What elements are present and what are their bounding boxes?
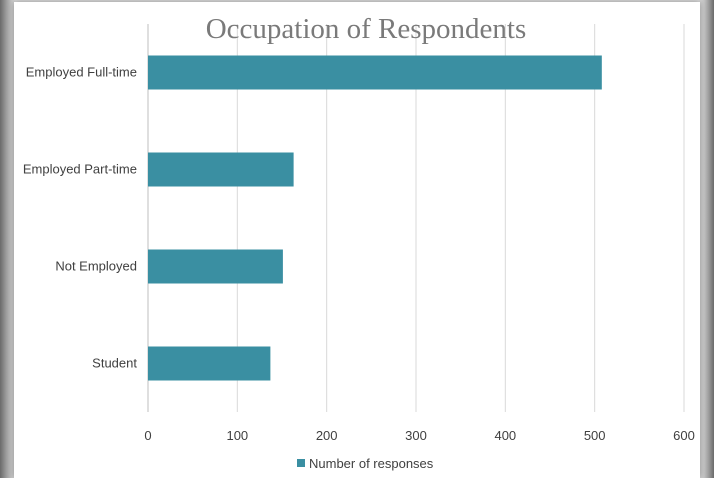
x-tick-label: 0: [144, 428, 151, 443]
x-tick-labels: 0 100 200 300 400 500 600: [144, 428, 694, 443]
chart-title: Occupation of Respondents: [206, 13, 527, 45]
x-tick-label: 400: [494, 428, 516, 443]
category-label: Student: [92, 356, 137, 371]
x-tick-label: 300: [405, 428, 427, 443]
category-label: Not Employed: [55, 259, 137, 274]
legend: Number of responses: [297, 456, 434, 471]
bar: [148, 152, 294, 187]
category-label: Employed Part-time: [23, 162, 137, 177]
legend-label: Number of responses: [309, 456, 434, 471]
x-tick-label: 100: [226, 428, 248, 443]
bar: [148, 55, 602, 90]
category-labels: Employed Full-time Employed Part-time Not …: [23, 65, 138, 371]
bar-chart: Employed Full-time Employed Part-time Not …: [23, 13, 695, 471]
x-tick-label: 500: [584, 428, 606, 443]
legend-swatch: [297, 459, 305, 467]
category-label: Employed Full-time: [26, 65, 137, 80]
x-tick-label: 600: [673, 428, 695, 443]
chart-panel: Employed Full-time Employed Part-time Not …: [14, 2, 700, 478]
bar: [148, 249, 283, 284]
x-tick-label: 200: [316, 428, 338, 443]
bars: [148, 55, 602, 381]
bar: [148, 346, 271, 381]
